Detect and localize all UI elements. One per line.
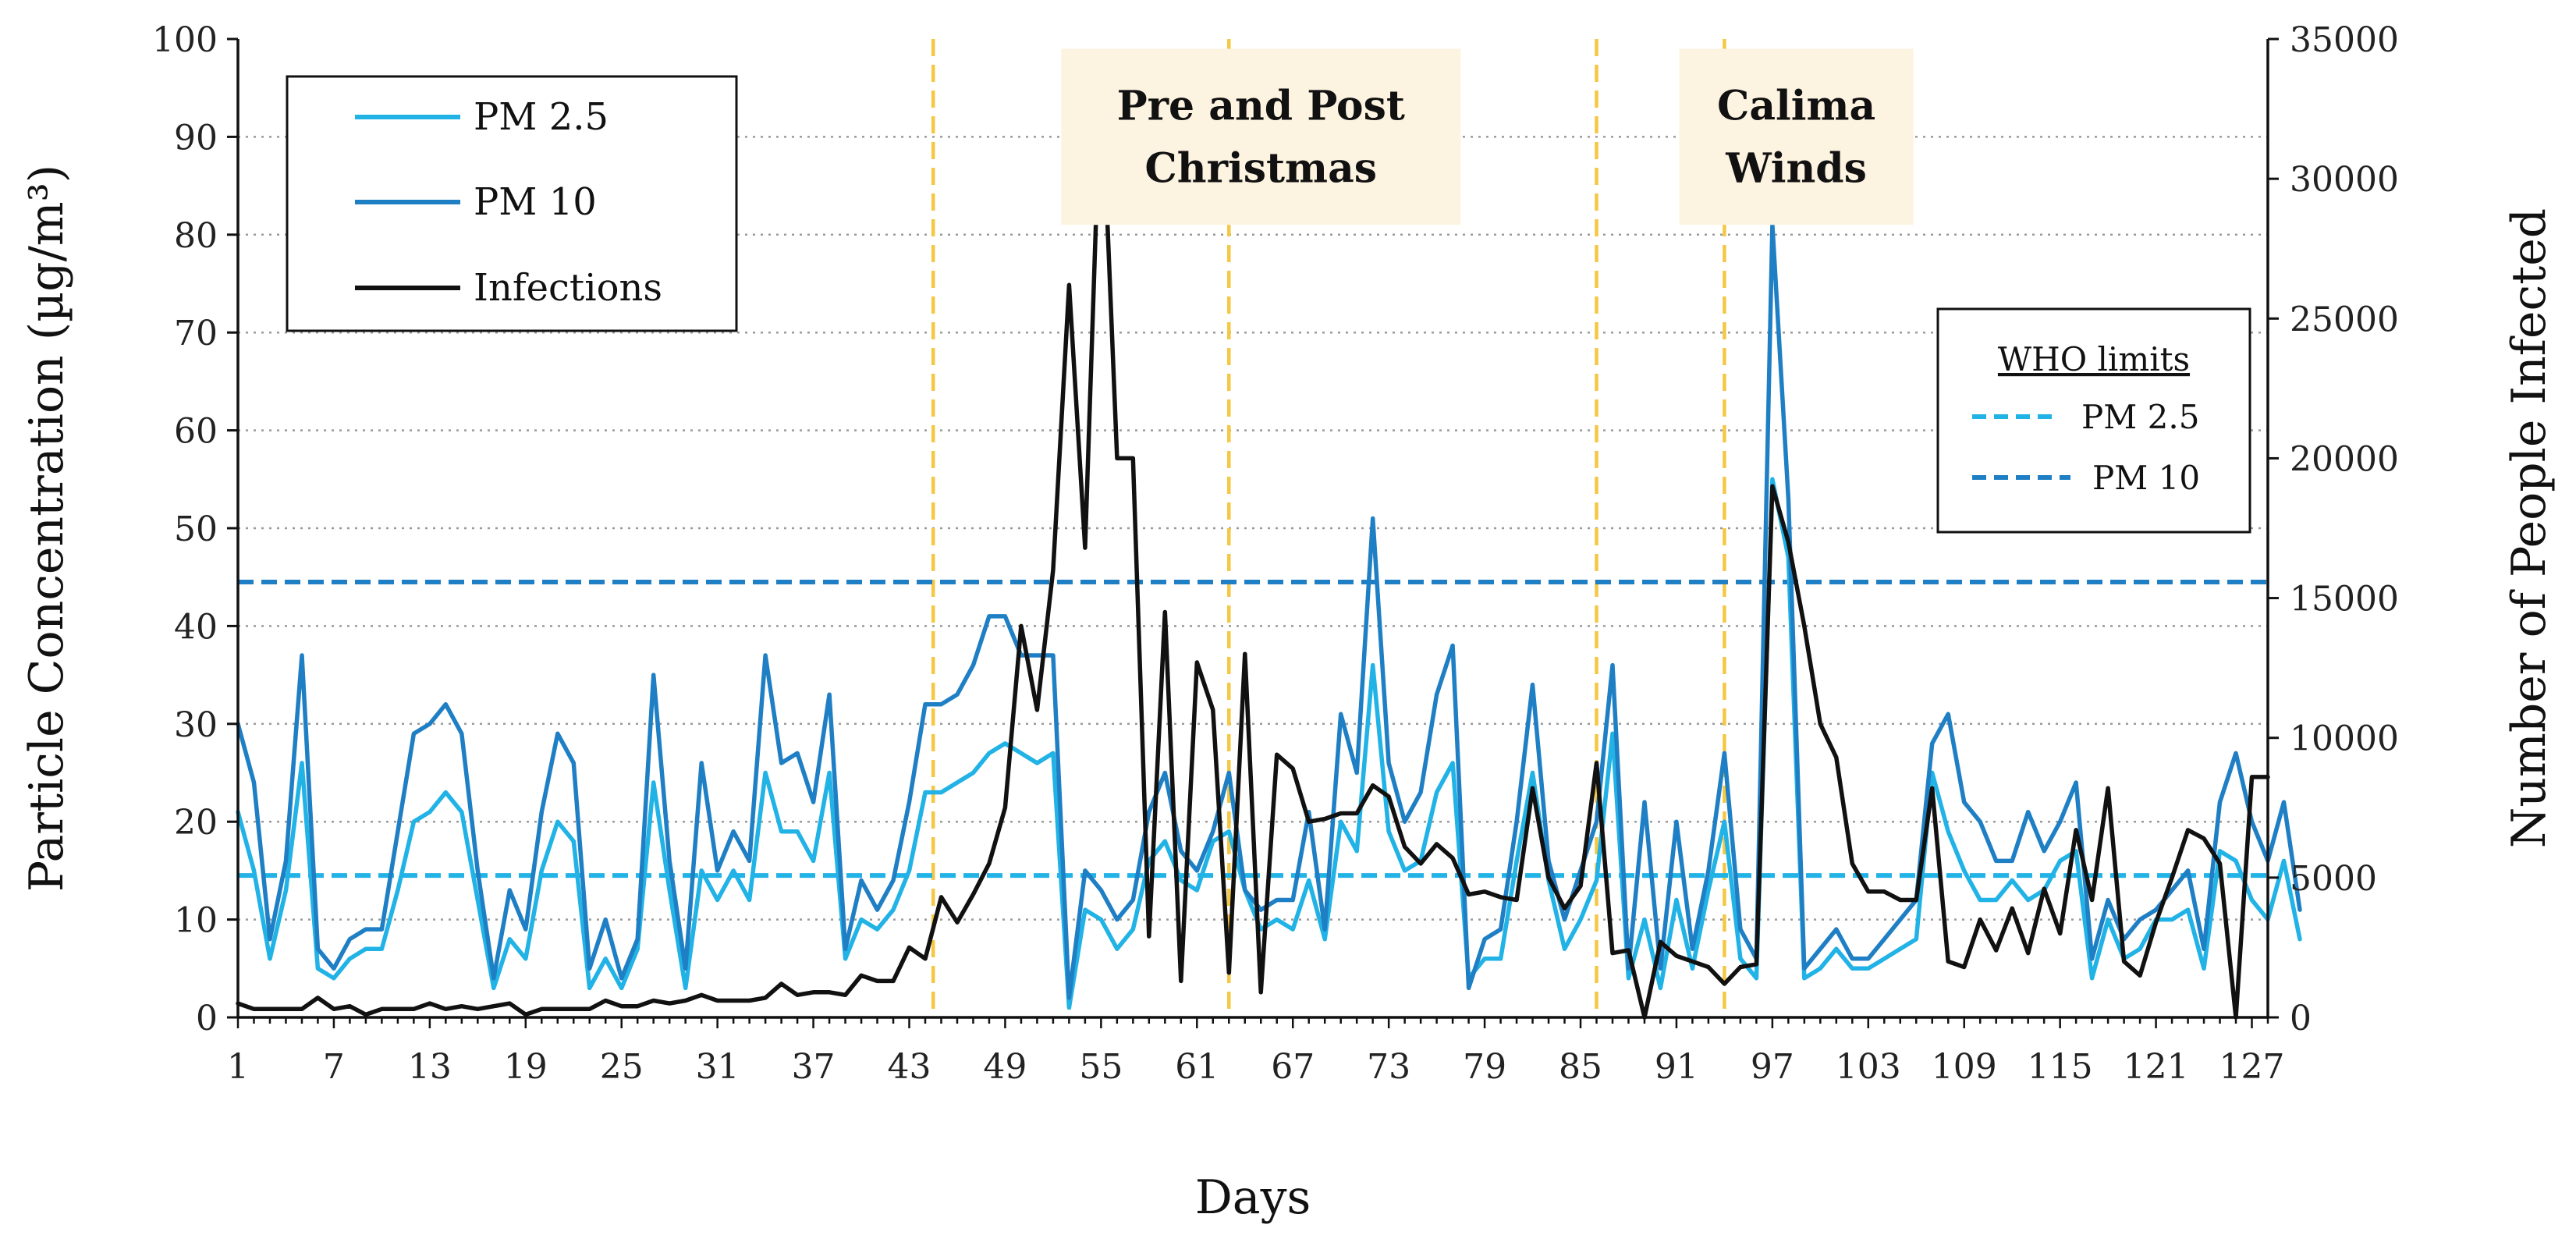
series-infections [236, 65, 2270, 1020]
y-tick-label: 40 [174, 607, 218, 647]
y-tick-label: 80 [174, 216, 218, 256]
annotation-text: Calima [1717, 82, 1875, 130]
y-tick-label: 10 [174, 901, 218, 941]
series-pm-2-5 [236, 477, 2302, 1010]
y2-tick-label: 35000 [2290, 20, 2399, 60]
y-axis-title: Particle Concentration (µg/m³) [20, 165, 74, 892]
y-tick-label: 90 [174, 118, 218, 158]
y-tick-label: 60 [174, 412, 218, 452]
x-tick-label: 49 [983, 1047, 1027, 1087]
y2-tick-label: 20000 [2290, 439, 2399, 479]
legend: PM 2.5 PM 10 Infections [286, 75, 738, 332]
who-legend-box [1936, 307, 2251, 534]
y2-tick-label: 30000 [2290, 160, 2399, 200]
x-tick-label: 127 [2219, 1047, 2285, 1087]
x-tick-label: 73 [1367, 1047, 1410, 1087]
annotation-text: Winds [1725, 144, 1867, 192]
x-tick-label: 67 [1271, 1047, 1315, 1087]
x-tick-label: 85 [1559, 1047, 1602, 1087]
x-tick-label: 31 [696, 1047, 740, 1087]
who-legend-label-pm10: PM 10 [2092, 459, 2200, 497]
series-layer [236, 65, 2302, 1020]
legend-label-pm25: PM 2.5 [474, 95, 609, 139]
x-tick-label: 7 [323, 1047, 345, 1087]
y2-tick-label: 0 [2290, 999, 2312, 1038]
x-tick-label: 79 [1463, 1047, 1506, 1087]
annotation-text: Christmas [1144, 144, 1377, 192]
y2-tick-label: 25000 [2290, 300, 2399, 339]
x-tick-label: 13 [408, 1047, 452, 1087]
x-tick-label: 55 [1079, 1047, 1123, 1087]
annotation-box [1061, 48, 1461, 225]
who-legend-label-pm25: PM 2.5 [2081, 398, 2199, 436]
x-tick-label: 109 [1932, 1047, 1997, 1087]
x-tick-label: 19 [504, 1047, 548, 1087]
who-legend-title: WHO limits [1998, 340, 2190, 378]
legend-label-pm10: PM 10 [474, 180, 597, 224]
x-tick-label: 25 [600, 1047, 644, 1087]
x-tick-label: 61 [1175, 1047, 1219, 1087]
annotations: Pre and Post Christmas Calima Winds [1061, 48, 1914, 225]
y2-tick-label: 10000 [2290, 719, 2399, 759]
x-tick-label: 97 [1751, 1047, 1794, 1087]
x-tick-label: 1 [227, 1047, 249, 1087]
y2-tick-label: 15000 [2290, 580, 2399, 619]
y-tick-label: 0 [196, 999, 218, 1038]
x-tick-label: 43 [888, 1047, 931, 1087]
y-tick-label: 100 [152, 20, 218, 60]
y-tick-label: 50 [174, 509, 218, 549]
x-tick-label: 103 [1836, 1047, 1901, 1087]
y-tick-label: 30 [174, 705, 218, 745]
x-tick-label: 91 [1655, 1047, 1698, 1087]
x-tick-label: 37 [792, 1047, 836, 1087]
x-tick-label: 115 [2028, 1047, 2093, 1087]
y2-tick-label: 5000 [2290, 859, 2377, 899]
axes-layer: 0 10 20 30 40 50 60 70 80 90 100 0 5000 10000 15000 200… [152, 20, 2399, 1087]
legend-label-infections: Infections [474, 266, 662, 310]
x-tick-label: 121 [2124, 1047, 2189, 1087]
y2-axis-title: Number of People Infected [2502, 208, 2556, 848]
x-axis-title: Days [1195, 1170, 1311, 1225]
who-legend: WHO limits PM 2.5 PM 10 [1936, 307, 2251, 534]
y-tick-label: 70 [174, 314, 218, 353]
annotation-text: Pre and Post [1117, 82, 1405, 130]
y-tick-label: 20 [174, 803, 218, 843]
annotation-box [1679, 48, 1914, 225]
